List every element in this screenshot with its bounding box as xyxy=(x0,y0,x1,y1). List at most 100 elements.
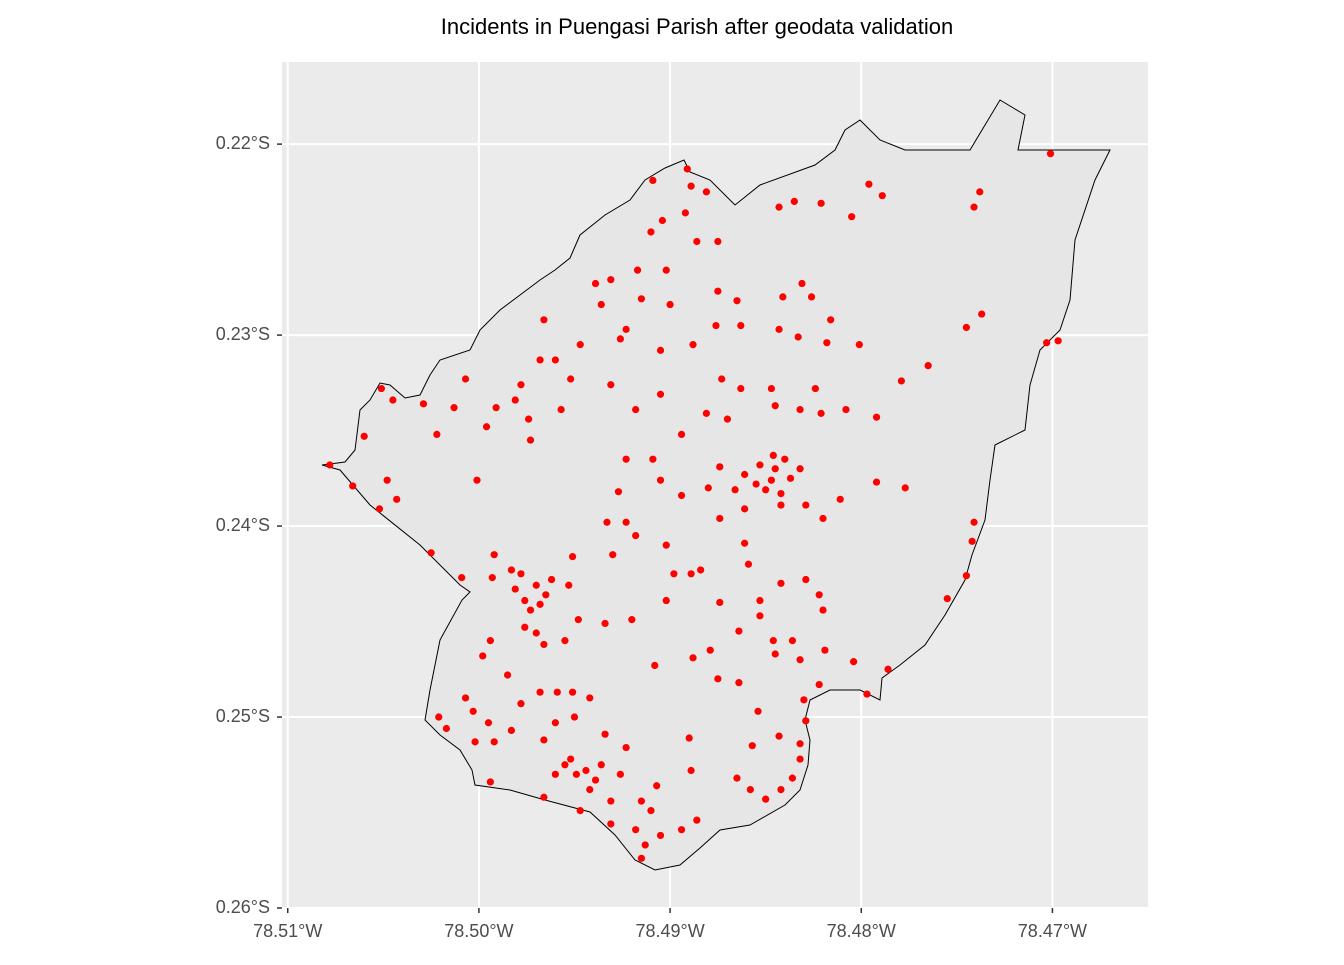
incident-point xyxy=(574,616,582,624)
incident-point xyxy=(607,797,615,805)
incident-point xyxy=(486,637,494,645)
incident-point xyxy=(586,694,594,702)
incident-point xyxy=(582,766,590,775)
incident-point xyxy=(714,237,722,246)
incident-point xyxy=(685,734,693,742)
incident-point xyxy=(779,293,787,301)
incident-point xyxy=(962,572,970,580)
incident-point xyxy=(561,637,569,645)
incident-point xyxy=(567,755,575,763)
incident-point xyxy=(712,321,720,330)
y-tick-label: 0.23°S xyxy=(216,324,270,344)
chart-title: Incidents in Puengasi Parish after geoda… xyxy=(441,14,953,39)
incident-point xyxy=(526,436,535,444)
incident-point xyxy=(490,738,498,746)
incident-point xyxy=(647,228,655,236)
incident-point xyxy=(632,532,640,540)
incident-point xyxy=(433,430,441,438)
incident-point xyxy=(662,266,670,274)
incident-point xyxy=(557,405,565,414)
incident-point xyxy=(435,713,443,721)
incident-point xyxy=(872,413,881,421)
incident-point xyxy=(970,518,978,526)
incident-point xyxy=(786,474,795,482)
incident-point xyxy=(532,581,540,589)
incident-point xyxy=(796,656,804,664)
incident-point xyxy=(586,785,594,794)
incident-point xyxy=(653,782,661,790)
incident-point xyxy=(632,405,640,414)
incident-point xyxy=(848,213,856,221)
incident-point xyxy=(427,549,435,557)
incident-point xyxy=(731,486,739,494)
incident-point xyxy=(1054,337,1062,345)
incident-point xyxy=(576,341,584,349)
y-tick-label: 0.25°S xyxy=(216,706,270,726)
incident-point xyxy=(677,491,686,500)
incident-point xyxy=(817,199,825,207)
incident-point xyxy=(536,356,544,364)
incident-point xyxy=(819,514,827,523)
incident-point xyxy=(490,551,498,559)
incident-point xyxy=(677,826,686,834)
incident-point xyxy=(737,321,745,330)
incident-point xyxy=(748,742,756,750)
incident-point xyxy=(473,476,481,484)
incident-point xyxy=(687,570,695,578)
incident-point xyxy=(756,612,764,620)
incident-point xyxy=(769,451,777,459)
incident-point xyxy=(651,661,659,670)
incident-point xyxy=(687,182,695,190)
x-tick-label: 78.50°W xyxy=(444,921,513,941)
incident-point xyxy=(647,807,655,815)
incident-point xyxy=(733,774,741,782)
incident-point xyxy=(601,619,609,628)
incident-point xyxy=(754,707,762,715)
incident-point xyxy=(821,646,829,654)
incident-point xyxy=(507,726,516,734)
x-tick-label: 78.49°W xyxy=(635,921,704,941)
incident-point xyxy=(872,478,881,486)
incident-point xyxy=(567,375,575,383)
incident-point xyxy=(540,793,548,801)
incident-point xyxy=(607,381,615,389)
incident-point xyxy=(741,470,749,479)
incident-point xyxy=(718,375,726,383)
incident-point xyxy=(796,740,804,748)
incident-point xyxy=(689,341,697,349)
incident-point xyxy=(794,333,802,341)
incident-point xyxy=(976,188,984,196)
incident-point xyxy=(790,197,798,206)
incident-point xyxy=(970,203,978,211)
axes: 78.51°W 78.50°W 78.49°W 78.48°W 78.47°W 0.22°… xyxy=(216,133,1087,941)
incident-point xyxy=(836,495,844,503)
incident-point xyxy=(492,404,500,412)
incident-point xyxy=(517,700,525,708)
incident-point xyxy=(714,675,722,683)
incident-point xyxy=(762,795,770,803)
incident-point xyxy=(781,455,789,463)
incident-point xyxy=(540,640,548,649)
incident-point xyxy=(702,409,710,417)
incident-point xyxy=(486,778,494,786)
incident-point xyxy=(517,570,525,578)
incident-point xyxy=(450,404,458,412)
incident-point xyxy=(540,316,548,324)
incident-point xyxy=(819,606,827,614)
incident-point xyxy=(807,293,816,301)
incident-point xyxy=(723,415,732,423)
incident-point xyxy=(815,680,823,689)
incident-point xyxy=(637,854,645,862)
incident-point xyxy=(633,266,642,274)
incident-point xyxy=(656,476,665,484)
incident-point xyxy=(865,180,873,188)
incident-point xyxy=(771,402,779,410)
incident-point xyxy=(326,461,334,469)
incident-point xyxy=(962,323,970,332)
incident-point xyxy=(968,537,976,545)
incident-point xyxy=(800,696,808,704)
incident-point xyxy=(901,484,909,492)
incident-point xyxy=(591,279,600,288)
incident-point xyxy=(568,688,577,696)
incident-point xyxy=(656,831,665,840)
